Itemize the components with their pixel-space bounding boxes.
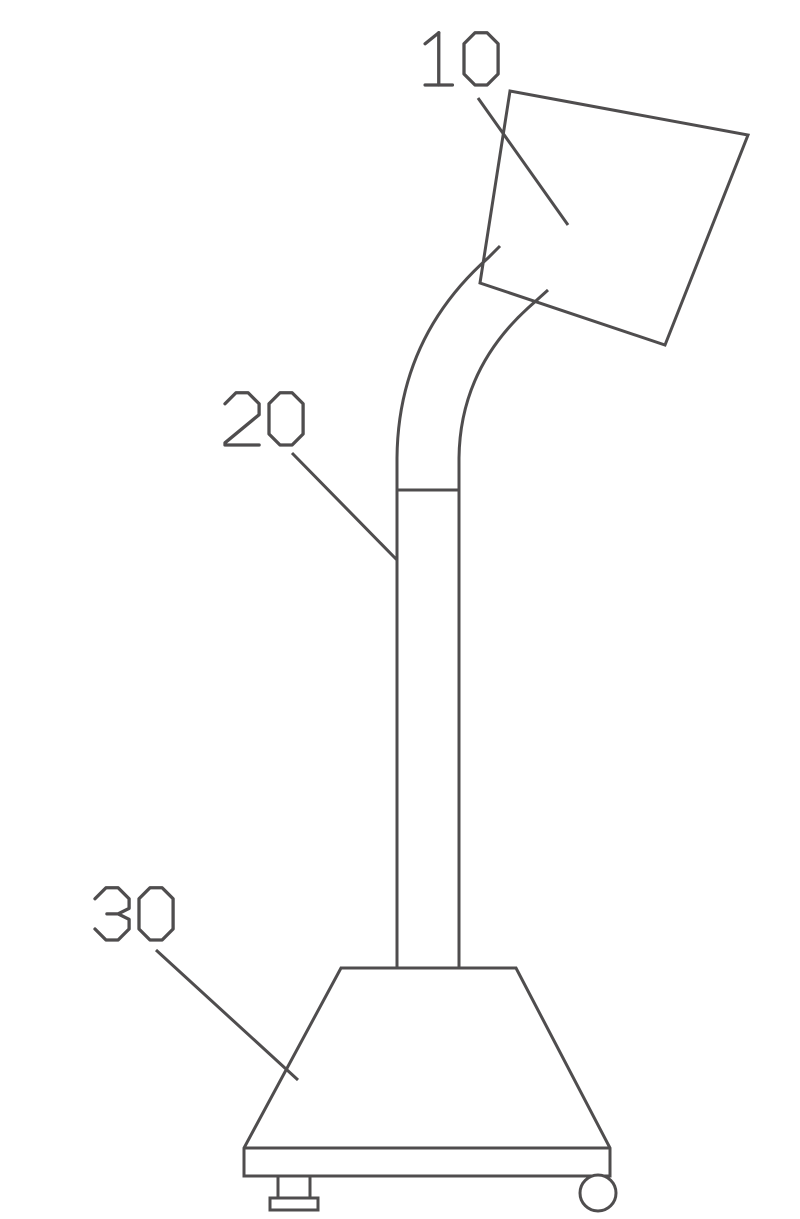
lamp-neck xyxy=(459,290,548,490)
leader-line-20 xyxy=(292,453,397,560)
label-10 xyxy=(425,33,498,85)
lamp-base xyxy=(244,968,610,1176)
lamp-wheel xyxy=(580,1175,616,1211)
lamp-foot xyxy=(278,1176,310,1198)
lamp-head xyxy=(480,91,748,345)
label-20 xyxy=(225,393,303,445)
lamp-column xyxy=(397,490,459,968)
leader-line-30 xyxy=(156,950,298,1080)
label-30 xyxy=(95,888,173,940)
lamp-foot xyxy=(270,1198,318,1210)
